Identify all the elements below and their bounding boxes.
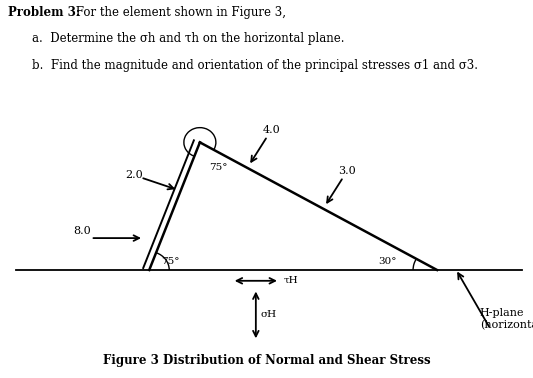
Text: Problem 3:: Problem 3:	[8, 6, 80, 19]
Text: 2.0: 2.0	[125, 170, 143, 180]
Text: 30°: 30°	[378, 257, 397, 266]
Text: 75°: 75°	[161, 257, 180, 266]
Text: H-plane
(horizontal): H-plane (horizontal)	[480, 308, 533, 330]
Text: 3.0: 3.0	[338, 166, 356, 176]
Text: 8.0: 8.0	[74, 226, 92, 235]
Text: a.  Determine the σh and τh on the horizontal plane.: a. Determine the σh and τh on the horizo…	[32, 32, 344, 45]
Text: σH: σH	[260, 310, 276, 319]
Text: Figure 3 Distribution of Normal and Shear Stress: Figure 3 Distribution of Normal and Shea…	[103, 354, 430, 367]
Text: For the element shown in Figure 3,: For the element shown in Figure 3,	[72, 6, 286, 19]
Text: τH: τH	[284, 275, 298, 284]
Text: b.  Find the magnitude and orientation of the principal stresses σ1 and σ3.: b. Find the magnitude and orientation of…	[32, 59, 478, 71]
Text: 4.0: 4.0	[263, 125, 280, 135]
Text: 75°: 75°	[209, 163, 228, 172]
